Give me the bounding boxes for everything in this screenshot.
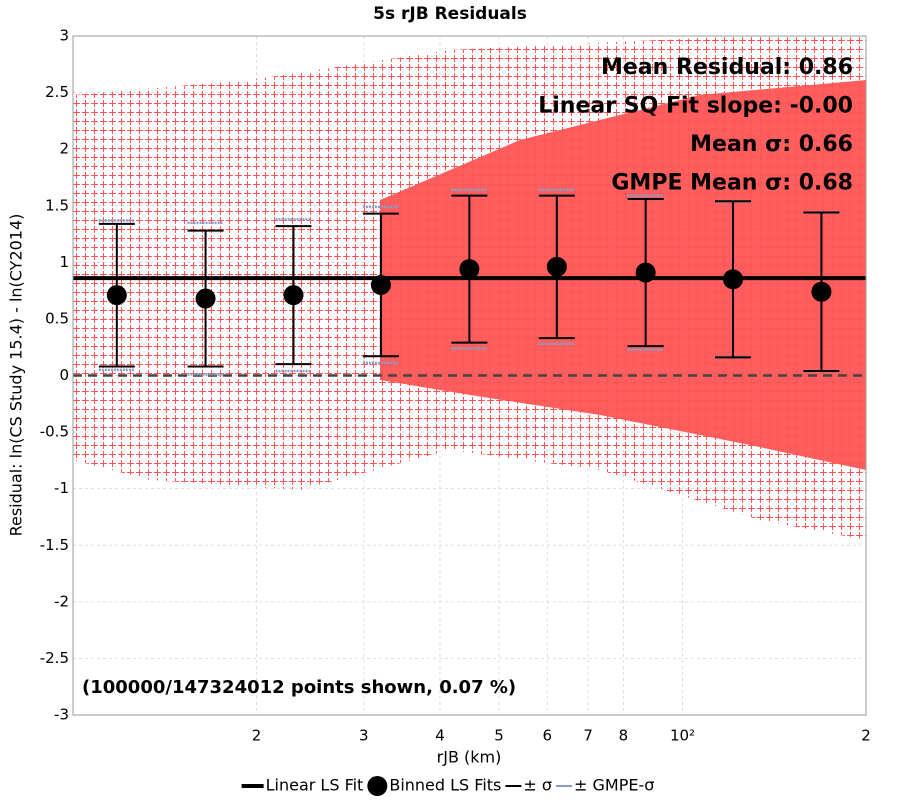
y-tick-label: -1: [54, 479, 69, 497]
chart-title: 5s rJB Residuals: [373, 4, 527, 24]
annotation: Mean Residual: 0.86: [601, 55, 853, 80]
annotation: Linear SQ Fit slope: -0.00: [538, 94, 853, 119]
legend-item: ± GMPE-σ: [556, 776, 654, 795]
scatter-cloud-core: [380, 80, 866, 470]
legend-item: Binned LS Fits: [367, 776, 501, 796]
legend-label: Binned LS Fits: [389, 776, 501, 795]
legend-label: ± σ: [523, 776, 552, 795]
x-tick-label: 4: [435, 727, 445, 745]
legend-label: ± GMPE-σ: [574, 776, 654, 795]
bin-point: [811, 281, 832, 302]
y-tick-label: -0.5: [40, 423, 69, 441]
x-tick-label: 10²: [670, 727, 695, 745]
legend-label: Linear LS Fit: [266, 776, 364, 795]
y-tick-label: -2.5: [40, 649, 69, 667]
y-axis-label: Residual: ln(CS Study 15.4) - ln(CY2014): [7, 214, 26, 537]
bin-point: [283, 285, 304, 306]
legend-symbol: [367, 776, 388, 796]
legend-item: ± σ: [505, 776, 552, 795]
x-tick-label: 3: [359, 727, 369, 745]
x-tick-label: 2: [861, 727, 871, 745]
y-tick-label: 1.5: [45, 196, 69, 214]
x-tick-label: 7: [583, 727, 593, 745]
bin-point: [106, 285, 127, 306]
y-tick-label: 3: [59, 27, 69, 45]
y-tick-label: 2: [59, 140, 69, 158]
y-tick-label: -1.5: [40, 536, 69, 554]
y-tick-label: -2: [54, 592, 69, 610]
y-tick-label: 0: [59, 366, 69, 384]
x-tick-label: 5: [494, 727, 504, 745]
x-axis-label: rJB (km): [437, 748, 502, 767]
bin-point: [635, 262, 656, 283]
bin-point: [546, 256, 567, 277]
footnote: (100000/147324012 points shown, 0.07 %): [82, 677, 516, 698]
y-tick-label: 0.5: [45, 309, 69, 327]
bin-point: [722, 269, 743, 290]
annotation: Mean σ: 0.66: [690, 132, 853, 157]
bin-point: [459, 259, 480, 280]
x-tick-label: 6: [543, 727, 553, 745]
annotation: GMPE Mean σ: 0.68: [611, 171, 853, 196]
bin-point: [195, 288, 216, 309]
x-tick-label: 2: [252, 727, 262, 745]
x-tick-label: 8: [619, 727, 629, 745]
bin-point: [370, 274, 391, 295]
y-tick-label: 1: [59, 253, 69, 271]
legend-item: Linear LS Fit: [241, 776, 364, 795]
y-tick-label: -3: [54, 706, 69, 724]
y-tick-label: 2.5: [45, 83, 69, 101]
plot-frame: [72, 35, 867, 716]
